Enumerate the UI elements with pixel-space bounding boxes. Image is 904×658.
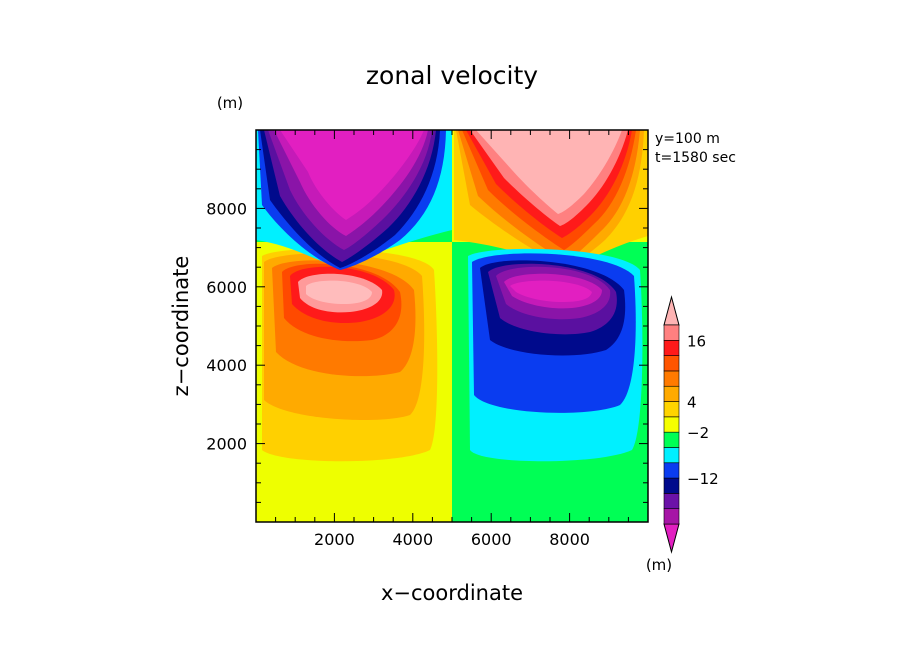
colorbar-box xyxy=(663,340,680,356)
colorbar-box xyxy=(663,355,680,372)
x-unit-label: (m) xyxy=(646,556,672,574)
colorbar-label: −2 xyxy=(687,424,709,442)
colorbar-label: 4 xyxy=(687,394,697,412)
right-upper-cell xyxy=(454,130,648,270)
y-tick-label: 6000 xyxy=(206,278,247,297)
annotation-y-position: y=100 m xyxy=(655,131,720,147)
colorbar-box xyxy=(663,477,680,494)
right-lower-cell xyxy=(468,248,643,462)
y-tick-label: 4000 xyxy=(206,356,247,375)
colorbar-box xyxy=(663,370,680,387)
x-tick-label: 4000 xyxy=(392,530,433,549)
annotation-time: t=1580 sec xyxy=(655,150,736,166)
colorbar-box xyxy=(663,462,680,479)
colorbar-box xyxy=(663,508,680,525)
colorbar-bottom-arrow xyxy=(663,523,680,554)
colorbar-box xyxy=(663,416,680,433)
y-tick-label: 2000 xyxy=(206,435,247,454)
colorbar-box xyxy=(663,401,680,418)
x-tick-label: 2000 xyxy=(314,530,355,549)
colorbar-box xyxy=(663,447,680,464)
colorbar-box xyxy=(663,385,680,402)
colorbar-box xyxy=(663,493,680,509)
x-axis-label: x−coordinate xyxy=(381,581,523,605)
left-lower-cell xyxy=(262,248,438,462)
colorbar-label: −12 xyxy=(687,470,719,488)
y-unit-label: (m) xyxy=(217,94,243,112)
contour-field xyxy=(256,130,648,522)
colorbar-box xyxy=(663,431,680,448)
x-tick-label: 8000 xyxy=(549,530,590,549)
colorbar-label: 16 xyxy=(687,332,706,350)
y-axis-label: z−coordinate xyxy=(169,256,193,397)
x-tick-label: 6000 xyxy=(471,530,512,549)
left-upper-cell xyxy=(256,130,452,270)
y-tick-label: 8000 xyxy=(206,199,247,218)
x-axis: 2000 4000 6000 8000 xyxy=(275,130,629,549)
colorbar-box xyxy=(663,324,680,341)
y-axis: 2000 4000 6000 8000 xyxy=(206,149,648,503)
colorbar-top-arrow xyxy=(663,295,680,326)
colorbar: 16 4 −2 −12 xyxy=(663,295,719,554)
chart-title: zonal velocity xyxy=(366,61,538,90)
